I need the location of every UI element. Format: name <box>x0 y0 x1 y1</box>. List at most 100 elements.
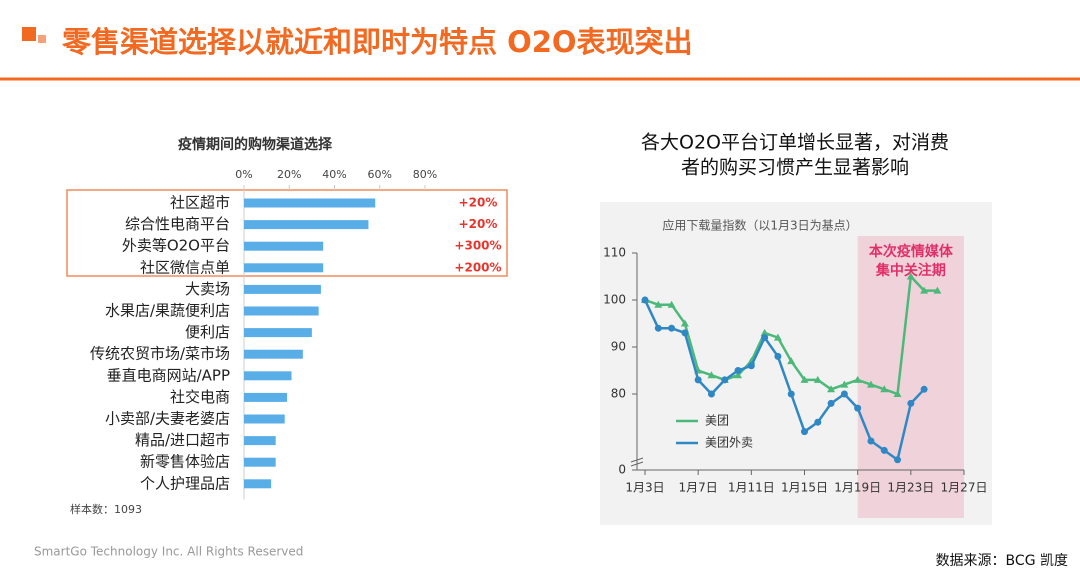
title-icon <box>38 35 46 43</box>
marker <box>814 418 822 426</box>
marker <box>681 329 689 337</box>
marker <box>641 296 649 304</box>
category-label: 社区微信点单 <box>140 258 230 276</box>
x-tick-label: 20% <box>277 168 301 181</box>
category-label: 传统农贸市场/菜市场 <box>90 345 230 363</box>
marker <box>907 399 915 407</box>
marker <box>721 376 729 384</box>
category-label: 大卖场 <box>185 280 230 298</box>
annotation: +20% <box>459 217 498 231</box>
marker <box>774 352 782 360</box>
marker <box>880 385 889 393</box>
chart-title: 疫情期间的购物渠道选择 <box>178 136 333 153</box>
marker <box>840 390 848 398</box>
category-label: 个人护理品店 <box>140 474 230 492</box>
bar <box>244 284 321 294</box>
marker <box>707 371 716 379</box>
marker <box>880 446 888 454</box>
marker <box>761 334 769 342</box>
series-line <box>643 299 926 462</box>
x-tick-label: 1月11日 <box>728 481 775 495</box>
marker <box>654 300 663 308</box>
marker <box>680 319 689 327</box>
marker <box>853 375 862 383</box>
bar <box>244 414 285 424</box>
y-tick-label: 100 <box>603 293 626 307</box>
title-icon <box>22 27 36 41</box>
x-tick-label: 1月27日 <box>941 481 988 495</box>
category-label: 社区超市 <box>170 194 230 212</box>
chart-title: 各大O2O平台订单增长显著，对消费 <box>641 132 949 154</box>
marker <box>827 385 836 393</box>
x-tick-label: 0% <box>235 168 252 181</box>
x-tick-label: 1月3日 <box>625 481 664 495</box>
highlight-label: 集中关注期 <box>875 262 946 279</box>
marker <box>920 286 929 294</box>
source: 数据来源：BCG 凯度 <box>936 553 1068 569</box>
marker <box>773 333 782 341</box>
y-tick-label: 0 <box>618 463 626 477</box>
bar <box>244 457 276 467</box>
x-tick-label: 1月15日 <box>781 481 828 495</box>
marker <box>668 324 676 332</box>
bar <box>244 306 319 316</box>
legend-label: 美团 <box>705 414 729 428</box>
marker <box>787 357 796 365</box>
marker <box>747 362 755 370</box>
annotation: +200% <box>454 260 501 274</box>
axis-break <box>630 457 644 467</box>
y-tick-label: 80 <box>611 387 626 401</box>
marker <box>734 367 742 374</box>
annotation: +300% <box>454 239 501 253</box>
copyright: SmartGo Technology Inc. All Rights Reser… <box>34 545 303 559</box>
marker <box>854 404 862 412</box>
x-tick-label: 1月7日 <box>679 481 718 495</box>
marker <box>667 300 676 308</box>
highlight-label: 本次疫情媒体 <box>869 243 954 260</box>
annotation: +20% <box>459 196 498 210</box>
x-tick-label: 60% <box>368 168 392 181</box>
category-label: 便利店 <box>185 323 230 341</box>
chart-title: 者的购买习惯产生显著影响 <box>681 157 909 179</box>
marker <box>787 390 795 398</box>
bar <box>244 479 272 489</box>
x-tick-label: 80% <box>413 168 437 181</box>
marker <box>800 375 809 383</box>
bar <box>244 349 303 359</box>
bar <box>244 241 324 251</box>
marker <box>801 428 808 436</box>
bar <box>244 220 369 230</box>
marker <box>694 376 702 384</box>
marker <box>894 456 902 464</box>
bar <box>244 371 292 381</box>
marker <box>654 324 662 332</box>
category-label: 综合性电商平台 <box>125 215 230 233</box>
x-tick-label: 1月19日 <box>834 481 881 495</box>
marker <box>906 272 915 280</box>
category-label: 新零售体验店 <box>140 453 230 471</box>
category-label: 社交电商 <box>170 388 230 406</box>
marker <box>707 390 715 398</box>
x-tick-label: 1月23日 <box>887 481 934 495</box>
marker <box>866 380 875 388</box>
category-label: 垂直电商网站/APP <box>107 366 230 384</box>
bar <box>244 392 287 402</box>
x-tick-label: 40% <box>322 168 346 181</box>
marker <box>867 437 875 445</box>
bar <box>244 198 376 208</box>
legend-label: 美团外卖 <box>705 436 753 450</box>
bar <box>244 328 312 338</box>
marker <box>734 371 743 379</box>
chart-subtitle: 应用下载量指数（以1月3日为基点） <box>662 218 857 233</box>
marker <box>827 399 835 407</box>
marker <box>920 385 928 393</box>
bar <box>244 436 276 446</box>
marker <box>893 390 902 397</box>
marker <box>933 286 942 294</box>
marker <box>813 375 822 383</box>
y-tick-label: 90 <box>611 340 626 354</box>
sample-note: 样本数：1093 <box>70 502 142 516</box>
marker <box>760 328 769 336</box>
